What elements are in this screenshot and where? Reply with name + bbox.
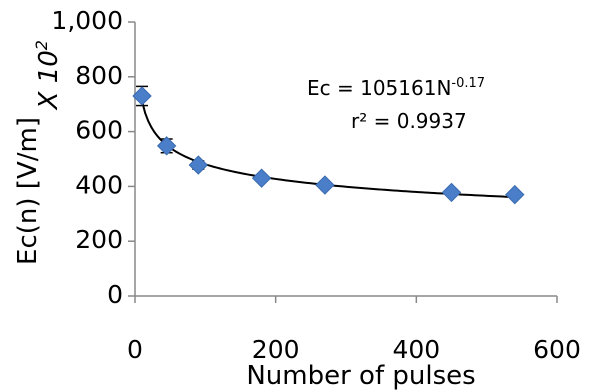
y-tick-label: 1,000 (51, 6, 123, 35)
x-axis-title: Number of pulses (246, 361, 475, 390)
axes (134, 22, 557, 297)
equation-main: Ec = 105161N (307, 76, 451, 100)
data-point-marker (315, 175, 335, 195)
y-tick-label: 0 (107, 280, 123, 309)
data-point-marker (505, 184, 525, 205)
y-tick-label: 600 (75, 116, 123, 145)
data-markers (132, 86, 525, 205)
x-ticks: 0 200 400 600 (127, 296, 581, 364)
x-tick-label: 600 (533, 335, 581, 364)
x-tick-label: 0 (127, 335, 143, 364)
data-point-marker (441, 182, 462, 203)
y-multiplier-label: X 102 (32, 40, 64, 111)
r-squared-label: r² = 0.9937 (351, 109, 467, 133)
data-point-marker (251, 168, 272, 188)
equation-exponent: -0.17 (451, 76, 485, 91)
y-tick-label: 800 (75, 61, 123, 90)
multiplier-exponent: 2 (32, 40, 51, 50)
x-tick-label: 200 (252, 335, 300, 364)
multiplier-base: X 10 (34, 50, 64, 111)
trendline-equation: Ec = 105161N-0.17 (307, 76, 485, 100)
y-tick-label: 200 (75, 225, 123, 254)
data-point-marker (132, 86, 152, 106)
y-tick-label: 400 (75, 170, 123, 199)
y-axis-title: Ec(n) [V/m] (13, 117, 43, 265)
svg-text:X 102: X 102 (32, 40, 64, 111)
y-ticks: 0 200 400 600 800 1,000 (51, 6, 135, 309)
data-point-marker (188, 155, 209, 175)
data-point-marker (156, 136, 177, 156)
x-tick-label: 400 (392, 335, 440, 364)
